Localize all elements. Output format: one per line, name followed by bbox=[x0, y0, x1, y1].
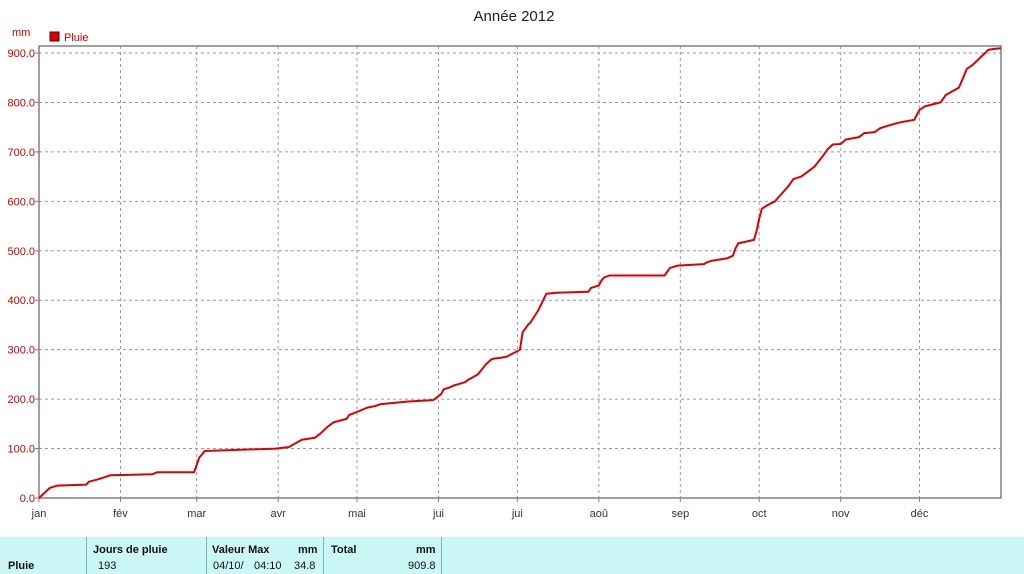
stats-separator bbox=[323, 537, 324, 574]
max-value-unit: mm bbox=[298, 544, 318, 556]
stats-separator bbox=[86, 537, 87, 574]
rain-days-header: Jours de pluie bbox=[93, 544, 168, 556]
x-tick-label: jui bbox=[432, 508, 444, 520]
x-tick-label: fév bbox=[113, 508, 128, 520]
y-tick-label: 100.0 bbox=[7, 444, 35, 456]
chart-title: Année 2012 bbox=[474, 8, 555, 25]
x-tick-label: nov bbox=[832, 508, 850, 520]
stats-panel: Pluie Jours de pluie 193 Valeur Max mm 0… bbox=[0, 537, 1024, 574]
y-axis-ticks: 0.0 100.0 200.0 300.0 400.0 500.0 600.0 700.0 80… bbox=[7, 48, 39, 505]
x-tick-label: mar bbox=[187, 508, 206, 520]
grid-lines bbox=[39, 46, 1001, 498]
y-tick-label: 800.0 bbox=[7, 97, 35, 109]
x-tick-label: mai bbox=[348, 508, 366, 520]
series-line-pluie bbox=[38, 47, 1002, 499]
x-tick-label: avr bbox=[271, 508, 287, 520]
stats-separator bbox=[441, 537, 442, 574]
max-value-time: 04:10 bbox=[254, 560, 282, 572]
max-value-amount: 34.8 bbox=[294, 560, 316, 572]
y-tick-label: 0.0 bbox=[20, 493, 35, 505]
total-value: 909.8 bbox=[408, 560, 436, 572]
max-value-date: 04/10/ bbox=[213, 560, 244, 572]
x-tick-label: jan bbox=[31, 508, 47, 520]
y-axis-unit: mm bbox=[12, 27, 30, 39]
x-tick-label: sep bbox=[671, 508, 689, 520]
stats-separator bbox=[206, 537, 207, 574]
x-tick-label: déc bbox=[911, 508, 929, 520]
x-axis-ticks: jan fév mar avr mai jui jui aoû sep oct nov déc bbox=[31, 498, 929, 520]
x-tick-label: aoû bbox=[590, 508, 608, 520]
x-tick-label: oct bbox=[752, 508, 767, 520]
rain-days-value: 193 bbox=[98, 560, 117, 572]
plot-frame bbox=[38, 45, 1002, 499]
y-tick-label: 500.0 bbox=[7, 246, 35, 258]
total-header: Total bbox=[331, 544, 357, 556]
x-tick-label: jui bbox=[511, 508, 523, 520]
rain-chart: Année 2012 mm Pluie 0.0 100.0 200.0 300.0 40… bbox=[7, 8, 1002, 520]
max-value-header: Valeur Max bbox=[212, 544, 270, 556]
total-unit: mm bbox=[416, 544, 436, 556]
y-tick-label: 400.0 bbox=[7, 295, 35, 307]
legend-label: Pluie bbox=[64, 32, 88, 44]
y-tick-label: 200.0 bbox=[7, 394, 35, 406]
series-layer bbox=[38, 47, 1002, 499]
y-tick-label: 300.0 bbox=[7, 345, 35, 357]
y-tick-label: 900.0 bbox=[7, 48, 35, 60]
stats-row-label: Pluie bbox=[8, 560, 35, 572]
legend-swatch bbox=[49, 31, 60, 42]
y-tick-label: 600.0 bbox=[7, 196, 35, 208]
y-tick-label: 700.0 bbox=[7, 147, 35, 159]
